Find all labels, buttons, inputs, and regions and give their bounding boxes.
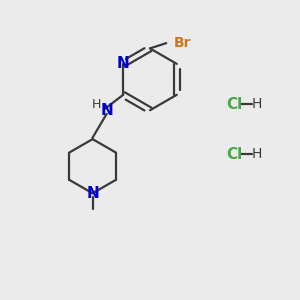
Text: H: H	[252, 98, 262, 111]
Text: N: N	[86, 186, 99, 201]
Text: Br: Br	[174, 36, 191, 50]
Text: Cl: Cl	[226, 97, 242, 112]
Text: Cl: Cl	[226, 147, 242, 162]
Text: N: N	[117, 56, 130, 71]
Text: H: H	[92, 98, 101, 111]
Text: H: H	[252, 147, 262, 161]
Text: N: N	[100, 103, 113, 118]
